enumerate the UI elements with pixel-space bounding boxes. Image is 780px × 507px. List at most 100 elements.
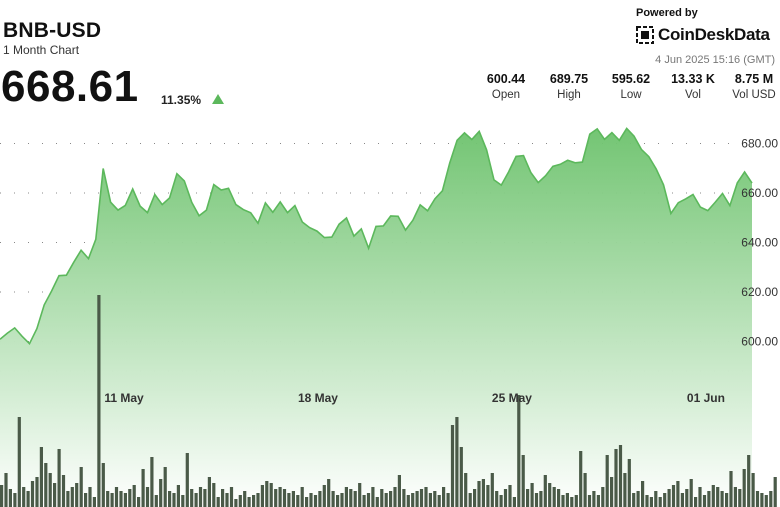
volume-bar xyxy=(742,469,746,507)
volume-bar xyxy=(35,477,39,507)
volume-bar xyxy=(17,417,21,507)
volume-bar xyxy=(645,495,649,507)
volume-bar xyxy=(70,487,74,507)
volume-bar xyxy=(269,483,273,507)
volume-bar xyxy=(477,481,481,507)
volume-bar xyxy=(318,491,322,507)
volume-bar xyxy=(26,491,30,507)
volume-bar xyxy=(764,495,768,507)
volume-bar xyxy=(464,473,468,507)
volume-bar xyxy=(729,471,733,507)
volume-bar xyxy=(349,489,353,507)
volume-bar xyxy=(397,475,401,507)
volume-bar xyxy=(725,493,729,507)
volume-bar xyxy=(172,493,176,507)
volume-bar xyxy=(300,487,304,507)
volume-bar xyxy=(181,495,185,507)
volume-bar xyxy=(106,491,110,507)
volume-bar xyxy=(760,493,764,507)
volume-bar xyxy=(322,485,326,507)
volume-bar xyxy=(145,487,150,507)
volume-bar xyxy=(44,463,48,507)
x-axis-ticks: 11 May 18 May 25 May 01 Jun xyxy=(104,391,725,405)
volume-bar xyxy=(0,485,4,507)
volume-bar xyxy=(229,487,234,507)
stat-value: 8.75 M xyxy=(734,72,774,86)
volume-bar xyxy=(8,489,12,507)
price-area xyxy=(0,128,752,507)
volume-bar xyxy=(587,495,592,507)
volume-bar xyxy=(663,493,667,507)
volume-bar xyxy=(512,497,516,507)
powered-by-label: Powered by xyxy=(636,7,698,19)
volume-bar xyxy=(707,491,711,507)
period-label: 1 Month Chart xyxy=(3,43,80,57)
volume-bar xyxy=(256,493,260,507)
volume-bar xyxy=(680,493,684,507)
volume-bar xyxy=(623,473,627,507)
volume-bar xyxy=(389,491,393,507)
volume-bar xyxy=(539,491,543,507)
volume-bar xyxy=(424,487,428,507)
volume-bar xyxy=(287,493,291,507)
volume-bar xyxy=(579,451,583,507)
volume-bar xyxy=(30,481,35,507)
volume-bar xyxy=(641,481,645,507)
volume-bar xyxy=(132,485,136,507)
timestamp: 4 Jun 2025 15:16 (GMT) xyxy=(655,54,775,66)
volume-bar xyxy=(384,493,388,507)
volume-bar xyxy=(137,497,141,507)
volume-bar xyxy=(570,497,574,507)
volume-bar xyxy=(274,489,278,507)
volume-bar xyxy=(291,491,295,507)
stat-volume-usd: 8.75 M Vol USD xyxy=(727,72,780,101)
stat-label: Vol xyxy=(685,89,701,101)
volume-bar xyxy=(402,489,406,507)
volume-bar xyxy=(309,493,313,507)
volume-bar xyxy=(530,483,534,507)
volume-bar xyxy=(101,463,105,507)
volume-bar xyxy=(565,493,569,507)
volume-bar xyxy=(499,495,503,507)
volume-bar xyxy=(605,455,609,507)
volume-bar xyxy=(610,477,614,507)
up-arrow-icon xyxy=(212,94,224,104)
volume-bar xyxy=(371,487,375,507)
volume-bar xyxy=(150,457,154,507)
volume-bar xyxy=(185,453,189,507)
volume-bar xyxy=(473,489,477,507)
volume-bar xyxy=(671,485,676,507)
volume-bar xyxy=(592,491,596,507)
volume-bar xyxy=(667,489,671,507)
volume-bar xyxy=(574,495,578,507)
volume-bar xyxy=(88,487,92,507)
volume-bar xyxy=(225,493,229,507)
coindesk-logo-icon xyxy=(636,26,654,44)
y-tick-label: 660.00 xyxy=(741,186,778,200)
volume-bar xyxy=(154,495,158,507)
volume-bar xyxy=(163,467,167,507)
volume-bar xyxy=(221,489,225,507)
volume-bar xyxy=(327,479,331,507)
volume-bar xyxy=(252,495,256,507)
pair-title: BNB-USD xyxy=(3,19,102,42)
volume-bar xyxy=(344,487,348,507)
volume-bar xyxy=(336,495,340,507)
volume-bar xyxy=(411,493,415,507)
volume-bar xyxy=(632,493,636,507)
stat-value: 595.62 xyxy=(611,72,651,86)
volume-bar xyxy=(61,475,66,507)
stat-volume: 13.33 K Vol xyxy=(664,72,722,101)
volume-bar xyxy=(733,487,737,507)
brand-name: CoinDeskData xyxy=(658,25,770,44)
volume-bar xyxy=(486,485,490,507)
volume-bar xyxy=(260,485,264,507)
volume-bar xyxy=(689,479,693,507)
volume-bar xyxy=(114,487,119,507)
volume-bar xyxy=(243,491,247,507)
volume-bar xyxy=(375,497,379,507)
volume-bar xyxy=(278,487,282,507)
y-tick-label: 680.00 xyxy=(741,137,778,151)
brand-logo[interactable]: CoinDeskData xyxy=(636,25,770,45)
